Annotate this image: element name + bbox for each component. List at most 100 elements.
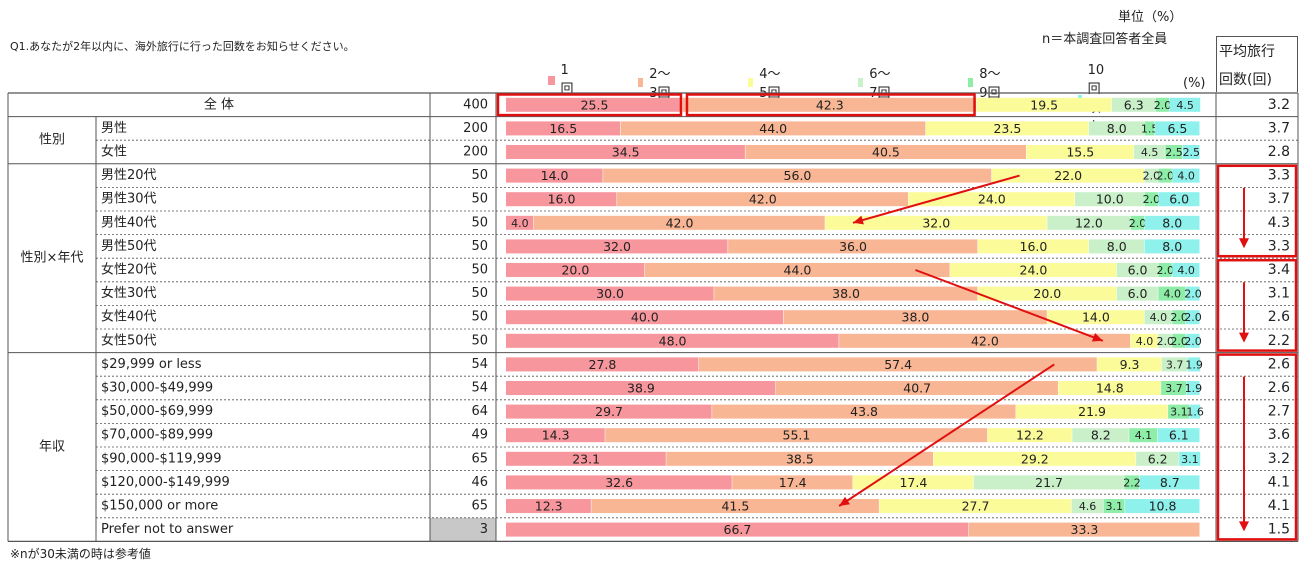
bar-segment: [1134, 145, 1166, 159]
data-label: 38.9: [627, 381, 655, 396]
data-label: 2.0: [1157, 264, 1175, 277]
row-average: 3.7: [1268, 120, 1290, 136]
data-label: 3.1: [1170, 406, 1188, 419]
question-text: Q1.あなたが2年以内に、海外旅行に行った回数をお知らせください。: [10, 40, 355, 53]
data-label: 17.4: [779, 475, 807, 490]
bar-segment: [1158, 286, 1187, 301]
bar-segment: [1172, 168, 1200, 183]
row-average: 4.1: [1268, 498, 1290, 514]
row-n: 50: [471, 239, 488, 254]
highlight-box: [685, 93, 976, 117]
highlight-box: [1216, 353, 1298, 541]
row-n: 54: [471, 357, 488, 372]
data-label: 6.2: [1148, 451, 1168, 466]
bar-segment: [1136, 451, 1180, 466]
data-label: 9.3: [1120, 357, 1140, 372]
bar-segment: [506, 97, 683, 112]
bar-segment: [973, 475, 1125, 490]
data-label: 17.4: [899, 475, 927, 490]
row-average: 4.3: [1268, 215, 1290, 231]
trend-arrow-head: [1239, 521, 1249, 532]
data-label: 2.0: [1143, 193, 1161, 206]
bar-segment: [1075, 192, 1145, 207]
data-label: 6.0: [1169, 192, 1189, 207]
bar-segment: [1072, 428, 1130, 443]
bar-segment: [644, 263, 951, 277]
data-label: 2.0: [1170, 335, 1188, 348]
legend-swatch: [548, 75, 555, 85]
row-n: 50: [471, 263, 488, 278]
bar-segment: [1130, 215, 1145, 230]
bar-segment: [506, 428, 606, 443]
bar-segment: [1047, 215, 1131, 230]
data-label: 43.8: [850, 404, 878, 419]
row-label: 女性: [101, 144, 127, 160]
row-n: 50: [471, 168, 488, 183]
row-label: $29,999 or less: [101, 357, 202, 372]
bar-segment: [968, 522, 1200, 537]
data-label: 32.0: [603, 239, 631, 254]
row-average: 3.3: [1268, 168, 1290, 184]
bar-segment: [879, 499, 1072, 513]
bar-segment: [1111, 97, 1156, 112]
data-label: 42.3: [816, 97, 844, 112]
bar-segment: [991, 168, 1145, 183]
data-label: 48.0: [659, 333, 687, 348]
data-label: 6.1: [1169, 428, 1189, 443]
data-label: 2.0: [1184, 288, 1202, 301]
bar-segment: [506, 404, 713, 419]
data-label: 8.0: [1162, 239, 1182, 254]
data-label: 38.0: [902, 310, 930, 325]
row-label: Prefer not to answer: [101, 522, 234, 537]
bar-segment: [1154, 121, 1200, 136]
data-label: 22.0: [1054, 168, 1082, 183]
data-label: 42.0: [971, 333, 999, 348]
row-average: 1.5: [1268, 522, 1290, 538]
bar-segment: [1088, 121, 1145, 136]
data-label: 38.5: [786, 451, 814, 466]
legend-swatch: [748, 77, 754, 87]
row-label: 男性30代: [101, 192, 157, 207]
data-label: 42.0: [666, 215, 694, 230]
data-label: 40.0: [631, 310, 659, 325]
data-label: 1.9: [1185, 382, 1203, 395]
row-label: $70,000-$89,999: [101, 428, 213, 443]
data-label: 8.2: [1091, 428, 1111, 443]
row-n: 200: [463, 121, 488, 136]
data-label: 2.0: [1143, 170, 1161, 183]
data-label: 14.8: [1096, 381, 1124, 396]
data-label: 12.0: [1075, 215, 1103, 230]
row-average: 2.2: [1268, 333, 1290, 349]
bar-segment: [825, 215, 1048, 230]
row-n: 54: [471, 381, 488, 396]
bar-segment: [1161, 381, 1187, 395]
data-label: 16.5: [549, 121, 577, 136]
bar-segment: [506, 145, 746, 159]
data-label: 2.0: [1184, 335, 1202, 348]
data-label: 24.0: [1020, 263, 1048, 278]
row-n: 50: [471, 192, 488, 207]
bar-segment: [1144, 215, 1200, 230]
data-label: 21.9: [1078, 404, 1106, 419]
bar-segment: [976, 97, 1112, 112]
data-label: 4.0: [1177, 170, 1195, 183]
bar-segment: [506, 121, 621, 136]
data-label: 8.7: [1160, 475, 1180, 490]
data-label: 27.7: [962, 499, 990, 514]
bar-segment: [987, 428, 1073, 443]
bar-segment: [506, 522, 969, 537]
data-label: 32.0: [922, 215, 950, 230]
row-label: $50,000-$69,999: [101, 404, 213, 419]
row-average: 2.7: [1268, 404, 1290, 420]
row-label: $90,000-$119,999: [101, 451, 221, 466]
data-label: 16.0: [1020, 239, 1048, 254]
bar-segment: [839, 333, 1131, 348]
data-label: 2.5: [1183, 146, 1201, 159]
bar-segment: [506, 239, 729, 254]
data-label: 1.5: [1141, 122, 1159, 135]
bar-segment: [1144, 121, 1155, 136]
bar-segment: [1155, 97, 1170, 112]
row-n: 50: [471, 310, 488, 325]
data-label: 30.0: [596, 286, 624, 301]
